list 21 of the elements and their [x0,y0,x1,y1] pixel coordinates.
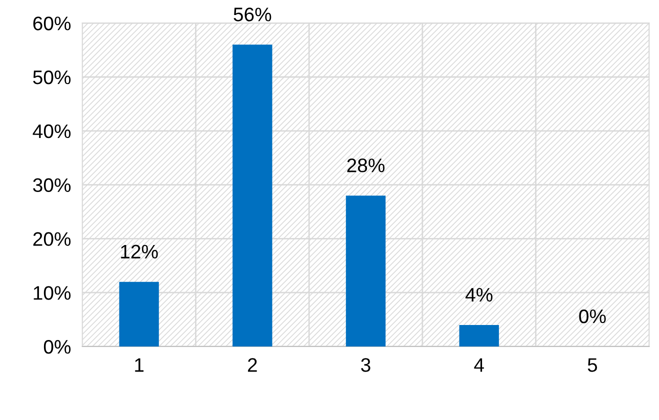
x-tick-label: 3 [361,358,370,372]
y-tick-label: 0% [44,340,71,354]
x-tick-label: 4 [474,358,484,372]
y-tick-label: 50% [33,70,71,84]
bar [232,44,272,346]
x-tick-label: 1 [135,358,144,372]
y-tick-label: 30% [33,178,71,192]
bar [346,196,386,346]
data-label: 56% [234,8,272,22]
data-label: 28% [347,158,385,172]
data-label: 0% [579,309,606,324]
y-tick-label: 10% [34,286,71,300]
y-tick-label: 40% [32,124,71,138]
x-tick-label: 5 [588,358,598,372]
data-label: 12% [121,244,158,258]
data-label: 4% [465,288,492,302]
y-tick-label: 20% [33,232,71,246]
y-tick-label: 60% [33,16,71,30]
bar [119,282,159,346]
x-tick-label: 2 [248,358,257,372]
bar [459,324,499,346]
